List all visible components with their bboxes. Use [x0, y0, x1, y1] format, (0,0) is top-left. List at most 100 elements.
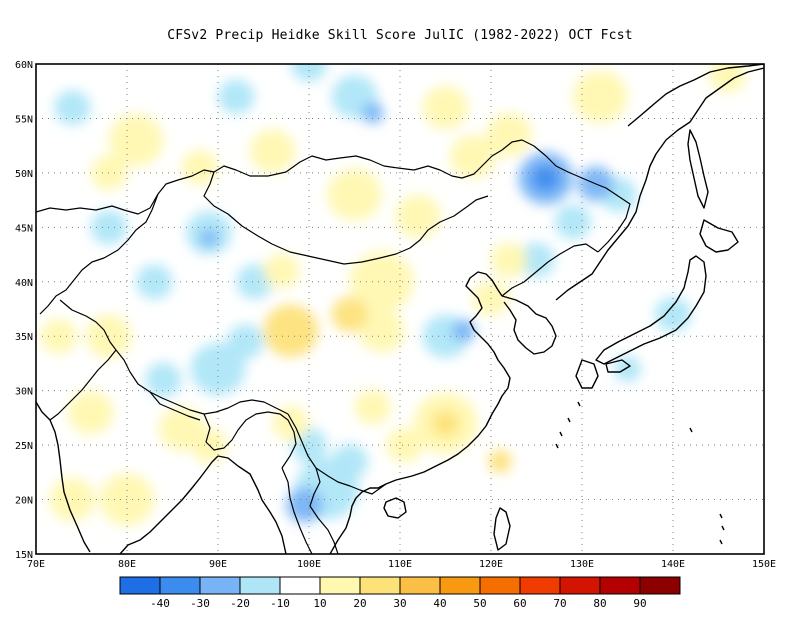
border-afghan	[59, 299, 117, 351]
colorbar-label: 40	[433, 597, 446, 610]
lat-tick-label: 15N	[15, 550, 33, 561]
coastlines	[36, 64, 764, 554]
score-blob	[361, 102, 384, 124]
colorbar-swatch	[119, 576, 161, 595]
lon-tick-label: 100E	[297, 559, 321, 570]
latitude-labels: 15N 20N 25N 30N 35N 40N 45N 50N 55N 60N	[15, 60, 33, 561]
coast-honshu	[595, 255, 707, 365]
colorbar-swatch	[479, 576, 521, 595]
colorbar-label: 10	[313, 597, 326, 610]
border-thai	[281, 467, 313, 554]
colorbar-swatch	[439, 576, 481, 595]
score-blob	[236, 264, 273, 300]
lon-tick-label: 90E	[209, 559, 227, 570]
coast-taiwan	[493, 507, 511, 551]
border-laos	[309, 467, 339, 554]
score-blob	[491, 242, 528, 278]
colorbar-swatch	[319, 576, 361, 595]
coast-south-china	[385, 271, 511, 485]
score-blob	[450, 134, 496, 179]
border-india-pak	[49, 349, 117, 421]
colorbar-swatch	[239, 576, 281, 595]
colorbar-swatch	[199, 576, 241, 595]
border-nepal	[149, 391, 201, 421]
score-blob	[108, 114, 164, 167]
colorbar-label: 30	[393, 597, 406, 610]
longitude-labels: 70E 80E 90E 100E 110E 120E 130E 140E 150E	[27, 559, 776, 570]
score-blob	[181, 150, 218, 185]
score-blob	[218, 79, 255, 115]
coast-hokkaido	[699, 219, 739, 253]
score-blob	[422, 85, 469, 130]
border-ne-india	[203, 411, 297, 469]
colorbar-swatch	[359, 576, 401, 595]
colorbar-swatch	[599, 576, 641, 595]
colorbar-label: -30	[190, 597, 210, 610]
lat-tick-label: 60N	[15, 60, 33, 71]
score-blob	[654, 297, 692, 332]
score-blob	[572, 70, 628, 123]
score-blob	[136, 264, 173, 300]
colorbar-swatch	[159, 576, 201, 595]
country-borders	[36, 139, 631, 554]
lon-tick-label: 120E	[479, 559, 503, 570]
coast-hainan	[383, 497, 407, 519]
score-field	[40, 64, 746, 526]
colorbar-label: 20	[353, 597, 366, 610]
score-blob	[54, 90, 91, 125]
score-blob	[518, 242, 555, 278]
colorbar-label: 80	[593, 597, 606, 610]
chart-title: CFSv2 Precip Heidke Skill Score JulIC (1…	[167, 28, 633, 43]
coast-kyushu	[575, 359, 599, 389]
score-blob	[67, 390, 114, 435]
colorbar-swatch	[279, 576, 321, 595]
lat-tick-label: 50N	[15, 169, 33, 180]
lon-tick-label: 150E	[752, 559, 776, 570]
score-blob	[349, 251, 414, 313]
score-blob	[431, 410, 460, 437]
colorbar-swatch	[519, 576, 561, 595]
coast-far-east	[555, 67, 764, 301]
lat-tick-label: 55N	[15, 114, 33, 125]
lat-tick-label: 30N	[15, 387, 33, 398]
score-blob	[327, 168, 382, 221]
score-blob	[145, 362, 182, 398]
score-blob	[272, 405, 309, 441]
lat-tick-label: 35N	[15, 332, 33, 343]
score-blob	[263, 253, 300, 289]
lon-tick-label: 80E	[118, 559, 136, 570]
score-blob	[709, 64, 746, 93]
border-china-korea	[501, 243, 599, 297]
score-blob	[613, 355, 642, 382]
score-blob	[359, 309, 405, 353]
colorbar-swatch	[399, 576, 441, 595]
score-blob	[531, 165, 560, 192]
coast-bengal	[217, 455, 287, 554]
colorbar-label: -10	[270, 597, 290, 610]
score-blob	[386, 427, 423, 463]
border-amur	[501, 139, 631, 253]
coast-sakhalin	[687, 129, 709, 209]
score-blob	[554, 204, 592, 240]
colorbar-swatch	[559, 576, 601, 595]
coast-okhotsk	[627, 64, 764, 127]
score-blob	[249, 129, 296, 173]
coast-islands	[555, 401, 725, 545]
colorbar-label: 50	[473, 597, 486, 610]
colorbar-label: 90	[633, 597, 646, 610]
coast-india	[36, 401, 219, 554]
coast-korea	[501, 295, 557, 355]
border-mongolia-north	[213, 149, 503, 179]
lat-tick-label: 45N	[15, 223, 33, 234]
lat-tick-label: 20N	[15, 496, 33, 507]
lon-tick-label: 110E	[388, 559, 412, 570]
score-blob	[331, 444, 369, 479]
score-blob	[488, 450, 512, 473]
score-blob	[331, 297, 369, 332]
score-blob	[40, 318, 77, 354]
lat-tick-label: 25N	[15, 441, 33, 452]
colorbar-label: 70	[553, 597, 566, 610]
coast-shikoku	[605, 359, 631, 373]
score-blob	[290, 64, 328, 82]
